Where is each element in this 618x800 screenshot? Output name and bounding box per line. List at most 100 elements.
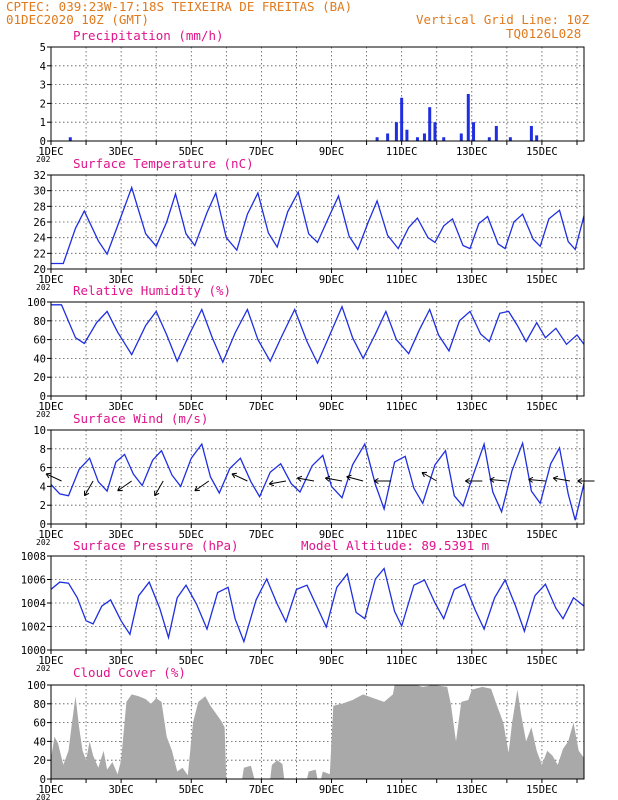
wind-arrow <box>231 473 248 482</box>
plot-frame <box>50 555 585 651</box>
y-tick-label: 100 <box>27 680 46 692</box>
wind-arrow <box>553 477 571 482</box>
y-tick-label: 28 <box>33 201 46 213</box>
wind-arrow <box>45 473 62 482</box>
x-tick-label: 15DEC <box>526 146 558 158</box>
x-tick-label: 13DEC <box>456 655 488 667</box>
y-tick-label: 6 <box>40 463 46 475</box>
wind-arrow <box>194 480 210 492</box>
panel-1: 0 1 2 3 4 5 1DEC 3DEC 5DEC 7DEC 9DEC 11DEC 13DEC 15DE… <box>36 28 585 164</box>
x-tick-label: 11DEC <box>386 529 418 541</box>
year-label: 202 <box>36 793 51 800</box>
x-tick-label: 7DEC <box>249 274 274 286</box>
wind-arrow-head <box>231 472 237 475</box>
wind-arrow-head <box>117 485 121 491</box>
y-tick-label: 8 <box>40 444 46 456</box>
wind-arrow-head <box>45 473 50 479</box>
panel-title: Cloud Cover (%) <box>73 665 186 680</box>
series-line <box>51 185 584 265</box>
panel-title: Surface Wind (m/s) <box>73 411 208 426</box>
x-tick-label: 5DEC <box>179 274 204 286</box>
x-tick-label: 11DEC <box>386 146 418 158</box>
header-grid-note: Vertical Grid Line: 10Z <box>416 12 590 27</box>
header-model-id: TQ0126L028 <box>506 26 582 41</box>
x-tick-label: 13DEC <box>456 274 488 286</box>
wind-arrow-head <box>465 477 470 482</box>
wind-arrow-head <box>297 475 303 479</box>
y-tick-label: 4 <box>40 61 46 73</box>
y-tick-label: 20 <box>33 755 46 767</box>
precip-bar <box>68 137 72 141</box>
y-tick-label: 2 <box>40 500 46 512</box>
year-label: 202 <box>36 283 51 292</box>
precip-bar <box>422 133 426 141</box>
y-tick-label: 5 <box>40 42 46 54</box>
precip-bar <box>508 137 512 141</box>
x-tick-label: 13DEC <box>456 146 488 158</box>
x-tick-label: 15DEC <box>526 401 558 413</box>
panel-title: Precipitation (mm/h) <box>73 28 224 43</box>
precip-bar <box>415 137 419 141</box>
y-tick-label: 60 <box>33 335 46 347</box>
y-tick-label: 2 <box>40 98 46 110</box>
y-tick-label: 30 <box>33 186 46 198</box>
x-tick-label: 11DEC <box>386 401 418 413</box>
x-tick-label: 7DEC <box>249 655 274 667</box>
precip-bar <box>472 122 476 141</box>
x-tick-label: 5DEC <box>179 655 204 667</box>
precip-bar <box>400 97 404 141</box>
x-tick-label: 9DEC <box>319 401 344 413</box>
panel-title: Relative Humidity (%) <box>73 283 231 298</box>
precip-bar <box>428 107 432 141</box>
precip-bar <box>535 135 539 141</box>
panel-6: 0 20 40 60 80 100 1DEC 3DEC 5DEC 7DEC 9DEC 11DEC 13D… <box>27 665 585 800</box>
wind-arrow-head <box>269 483 275 487</box>
x-tick-label: 5DEC <box>179 401 204 413</box>
precip-bar <box>487 137 491 141</box>
header-location: CPTEC: 039:23W-17:18S TEIXEIRA DE FREITA… <box>6 0 353 14</box>
wind-arrow <box>117 480 132 492</box>
y-tick-label: 0 <box>40 136 46 148</box>
wind-arrow-head <box>231 473 236 479</box>
y-tick-label: 80 <box>33 699 46 711</box>
plot-frame <box>50 301 585 397</box>
wind-arrow-head <box>373 480 379 485</box>
y-tick-label: 100 <box>27 297 46 309</box>
x-tick-label: 3DEC <box>108 401 133 413</box>
wind-arrow <box>421 472 437 482</box>
precip-bar <box>433 122 437 141</box>
y-tick-label: 40 <box>33 353 46 365</box>
y-tick-label: 20 <box>33 372 46 384</box>
y-tick-label: 80 <box>33 316 46 328</box>
wind-arrow-head <box>373 477 379 482</box>
x-tick-label: 15DEC <box>526 655 558 667</box>
x-tick-label: 1DEC <box>38 529 63 541</box>
x-tick-label: 1DEC <box>38 655 63 667</box>
x-tick-label: 3DEC <box>108 529 133 541</box>
wind-arrow-head <box>577 477 583 482</box>
header-run-time: 01DEC2020 10Z (GMT) <box>6 12 149 27</box>
y-tick-label: 20 <box>33 264 46 276</box>
year-label: 202 <box>36 538 51 547</box>
x-tick-label: 13DEC <box>456 401 488 413</box>
x-tick-label: 13DEC <box>456 784 488 796</box>
wind-arrow <box>84 480 94 496</box>
wind-arrow <box>325 477 343 482</box>
wind-arrow <box>269 480 287 485</box>
x-tick-label: 13DEC <box>456 529 488 541</box>
x-tick-label: 7DEC <box>249 146 274 158</box>
wind-arrow-head <box>46 472 52 475</box>
wind-arrow-head <box>552 477 558 482</box>
panel-subtitle: Model Altitude: 89.5391 m <box>301 538 489 553</box>
y-tick-label: 40 <box>33 736 46 748</box>
plot-frame <box>50 46 585 142</box>
precip-bar <box>459 133 463 141</box>
precip-bar <box>494 125 498 141</box>
x-tick-label: 11DEC <box>386 274 418 286</box>
y-tick-label: 22 <box>33 248 46 260</box>
wind-arrow-head <box>577 480 583 485</box>
cloud-area <box>51 685 584 779</box>
wind-arrow <box>154 480 164 496</box>
year-label: 202 <box>36 155 51 164</box>
precip-bar <box>394 122 398 141</box>
